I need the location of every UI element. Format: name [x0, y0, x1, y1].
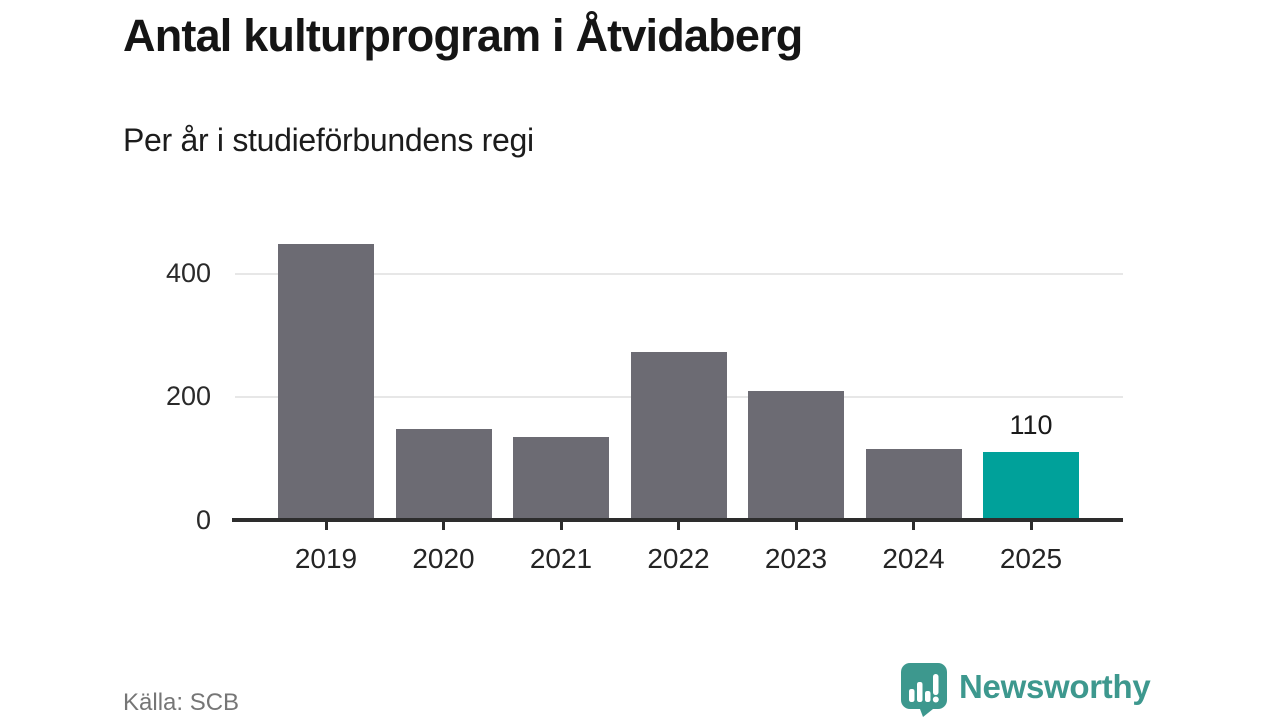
bar-2022 [630, 352, 727, 520]
x-axis-tick [324, 521, 328, 530]
bar-2025 [983, 452, 1079, 520]
newsworthy-logo: Newsworthy [901, 663, 1151, 722]
x-axis-tick-label: 2021 [529, 543, 593, 574]
newsworthy-bubble-chart-icon [901, 663, 947, 722]
bar-2019 [278, 243, 374, 520]
y-axis-tick-label: 0 [195, 504, 211, 535]
x-axis-tick [912, 521, 915, 530]
x-axis-tick-label: 2019 [294, 543, 358, 574]
gridline-y-400 [235, 272, 1123, 275]
x-axis-tick [677, 521, 680, 530]
x-axis-tick-label: 2024 [882, 543, 945, 574]
y-axis-tick-label: 400 [165, 258, 211, 288]
x-axis-tick [442, 521, 445, 530]
x-axis-line [232, 518, 1123, 522]
x-axis-tick-label: 2023 [764, 543, 828, 574]
source-note: Källa: SCB [123, 689, 240, 716]
y-axis-tick-label: 200 [165, 381, 211, 412]
x-axis-tick-label: 2025 [999, 543, 1063, 574]
x-axis-tick [1029, 521, 1033, 530]
bar-2021 [513, 437, 609, 520]
x-axis-tick [559, 521, 563, 530]
x-axis-tick-label: 2022 [647, 543, 710, 574]
bar-value-label: 110 [1009, 410, 1053, 441]
x-axis-tick [794, 521, 798, 530]
chart-title: Antal kulturprogram i Åtvidaberg [123, 10, 803, 61]
bar-2020 [395, 429, 492, 520]
x-axis-tick-label: 2020 [412, 543, 475, 574]
bar-2024 [865, 448, 962, 520]
chart-subtitle: Per år i studieförbundens regi [123, 122, 534, 158]
newsworthy-wordmark: Newsworthy [959, 668, 1151, 705]
bar-2023 [748, 390, 844, 520]
